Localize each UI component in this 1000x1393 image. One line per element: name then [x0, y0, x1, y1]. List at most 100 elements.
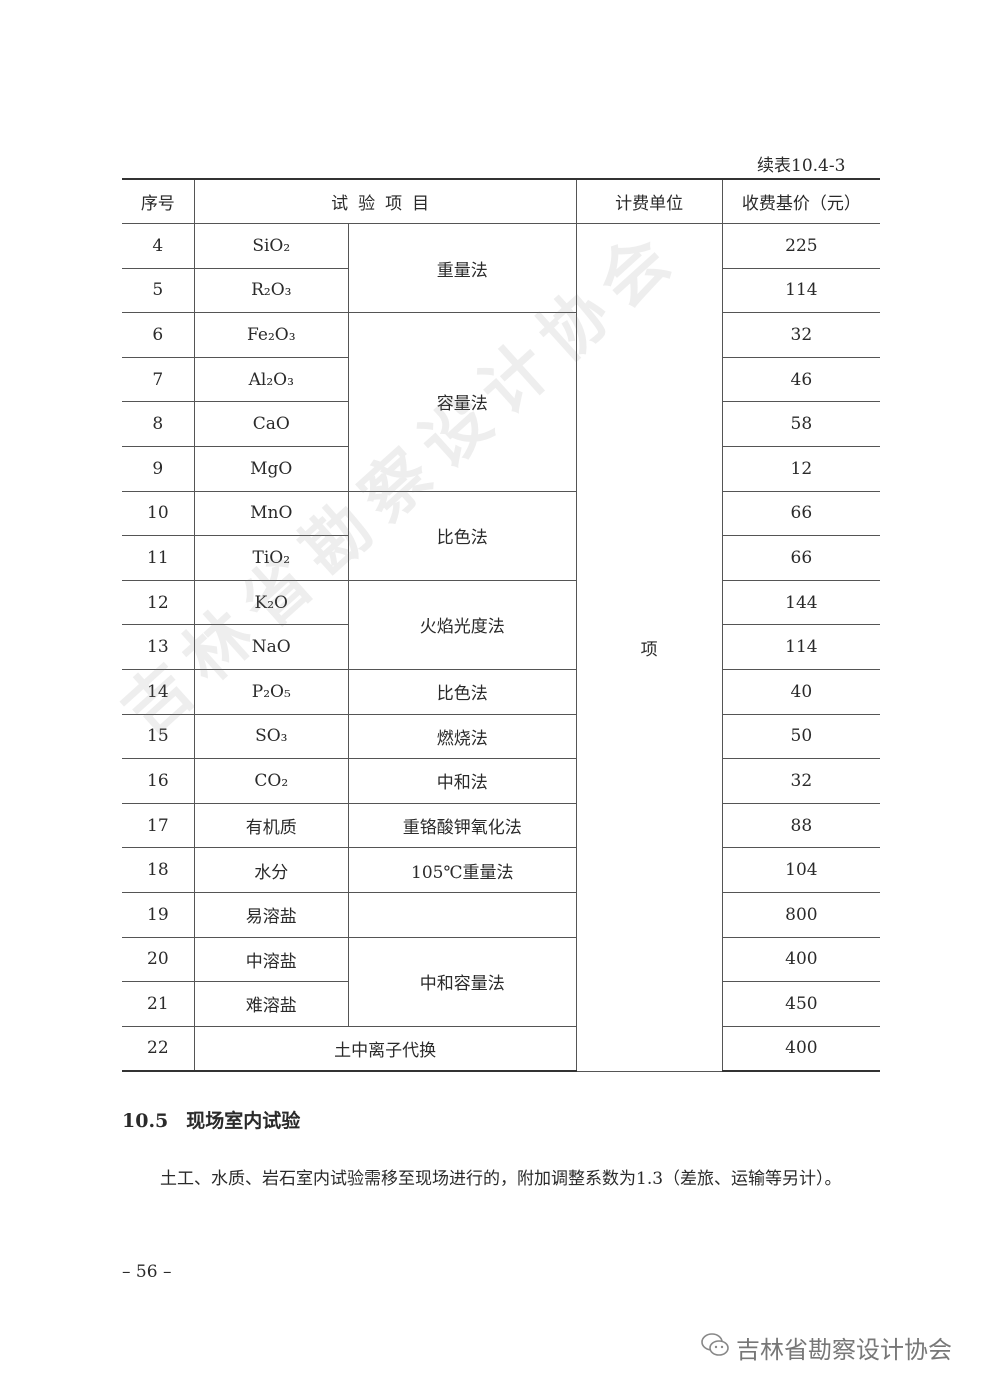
wechat-label: 吉林省勘察设计协会 [736, 1336, 952, 1364]
item-cell: 难溶盐 [193, 981, 349, 1027]
item-cell: MgO [193, 445, 349, 492]
unit-cell: 项 [575, 223, 723, 1072]
price-cell: 225 [721, 223, 880, 269]
row-number: 13 [122, 624, 195, 670]
table-row: 4 SiO₂ 重量法项 225 [122, 222, 880, 1072]
table-row: 9 MgO 12 [122, 445, 880, 492]
table-row: 16 CO₂ 中和法 32 [122, 758, 880, 804]
fee-table: 序号 试验项目 计费单位 收费基价（元） 4 SiO₂ 重量法项 225 5 R₂O₃ 11… [122, 178, 880, 1073]
row-number: 20 [122, 936, 195, 983]
item-cell: Fe₂O₃ [193, 312, 349, 358]
table-row: 10 MnO 比色法 66 [122, 490, 880, 581]
price-cell: 144 [721, 579, 880, 626]
price-cell: 400 [721, 936, 880, 983]
item-cell: P₂O₅ [193, 668, 349, 715]
table-caption: 续表10.4-3 [757, 156, 846, 176]
item-cell: MnO [193, 490, 349, 537]
row-number: 19 [122, 891, 195, 938]
row-number: 8 [122, 401, 195, 447]
table-row: 22 土中离子代换 400 [122, 1025, 880, 1073]
row-number: 4 [122, 223, 195, 269]
method-cell: 中和容量法 [347, 936, 577, 1027]
price-cell: 50 [721, 713, 880, 760]
row-number: 21 [122, 981, 195, 1027]
header-item: 试验项目 [193, 178, 577, 224]
price-cell: 114 [721, 624, 880, 670]
header-no: 序号 [122, 178, 195, 224]
table-row: 7 Al₂O₃ 46 [122, 356, 880, 403]
price-cell: 66 [721, 490, 880, 537]
item-cell: 中溶盐 [193, 936, 349, 983]
row-number: 5 [122, 267, 195, 314]
price-cell: 46 [721, 356, 880, 403]
table-row: 14 P₂O₅ 比色法 40 [122, 668, 880, 715]
price-cell: 40 [721, 668, 880, 715]
section-number: 10.5 [122, 1110, 169, 1132]
price-cell: 58 [721, 401, 880, 447]
method-cell: 容量法 [347, 312, 577, 492]
table-row: 13 NaO 114 [122, 624, 880, 670]
item-cell: Al₂O₃ [193, 356, 349, 403]
method-cell: 火焰光度法 [347, 579, 577, 670]
item-cell: SO₃ [193, 713, 349, 760]
table-row: 6 Fe₂O₃ 容量法 32 [122, 312, 880, 492]
wechat-source: 吉林省勘察设计协会 [700, 1330, 952, 1365]
table-row: 15 SO₃ 燃烧法 50 [122, 713, 880, 760]
row-number: 6 [122, 312, 195, 358]
price-cell: 88 [721, 802, 880, 849]
method-cell: 105℃重量法 [347, 847, 577, 893]
item-cell: SiO₂ [193, 223, 349, 269]
body-paragraph: 土工、水质、岩石室内试验需移至现场进行的，附加调整系数为1.3（差旅、运输等另计… [160, 1169, 842, 1189]
price-cell: 12 [721, 445, 880, 492]
row-number: 15 [122, 713, 195, 760]
price-cell: 114 [721, 267, 880, 314]
item-cell: CO₂ [193, 758, 349, 804]
row-number: 12 [122, 579, 195, 626]
row-number: 10 [122, 490, 195, 537]
row-number: 22 [122, 1025, 195, 1073]
section-title: 现场室内试验 [186, 1110, 301, 1132]
header-unit: 计费单位 [575, 178, 723, 224]
method-cell: 中和法 [347, 758, 577, 804]
header-price: 收费基价（元） [721, 178, 880, 224]
row-number: 11 [122, 535, 195, 581]
item-cell: 有机质 [193, 802, 349, 849]
table-row: 20 中溶盐 中和容量法 400 [122, 936, 880, 1027]
section-heading: 10.5 现场室内试验 [122, 1106, 300, 1133]
price-cell: 32 [721, 312, 880, 358]
price-cell: 400 [721, 1025, 880, 1073]
price-cell: 32 [721, 758, 880, 804]
method-cell: 燃烧法 [347, 713, 577, 760]
table-row: 18 水分 105℃重量法 104 [122, 847, 880, 893]
row-number: 18 [122, 847, 195, 893]
item-cell: 易溶盐 [193, 891, 349, 938]
table-row: 8 CaO 58 [122, 401, 880, 447]
table-row: 12 K₂O 火焰光度法 144 [122, 579, 880, 670]
row-number: 16 [122, 758, 195, 804]
method-cell [347, 891, 577, 938]
method-cell: 比色法 [347, 668, 577, 715]
table-row: 11 TiO₂ 66 [122, 535, 880, 581]
table-row: 19 易溶盐 800 [122, 891, 880, 938]
row-number: 17 [122, 802, 195, 849]
row-number: 9 [122, 445, 195, 492]
table-row: 17 有机质 重铬酸钾氧化法 88 [122, 802, 880, 849]
method-cell: 重量法 [347, 222, 577, 314]
table-row: 21 难溶盐 450 [122, 981, 880, 1027]
item-cell: 水分 [193, 847, 349, 893]
item-cell: CaO [193, 401, 349, 447]
item-cell: R₂O₃ [193, 267, 349, 314]
wechat-icon [700, 1331, 730, 1365]
table-header-row: 序号 试验项目 计费单位 收费基价（元） [122, 178, 880, 224]
item-cell: K₂O [193, 579, 349, 626]
row-number: 7 [122, 356, 195, 403]
price-cell: 800 [721, 891, 880, 938]
price-cell: 104 [721, 847, 880, 893]
price-cell: 450 [721, 981, 880, 1027]
method-cell: 比色法 [347, 490, 577, 581]
item-cell: 土中离子代换 [193, 1025, 577, 1073]
method-cell: 重铬酸钾氧化法 [347, 802, 577, 849]
item-cell: NaO [193, 624, 349, 670]
item-cell: TiO₂ [193, 535, 349, 581]
row-number: 14 [122, 668, 195, 715]
